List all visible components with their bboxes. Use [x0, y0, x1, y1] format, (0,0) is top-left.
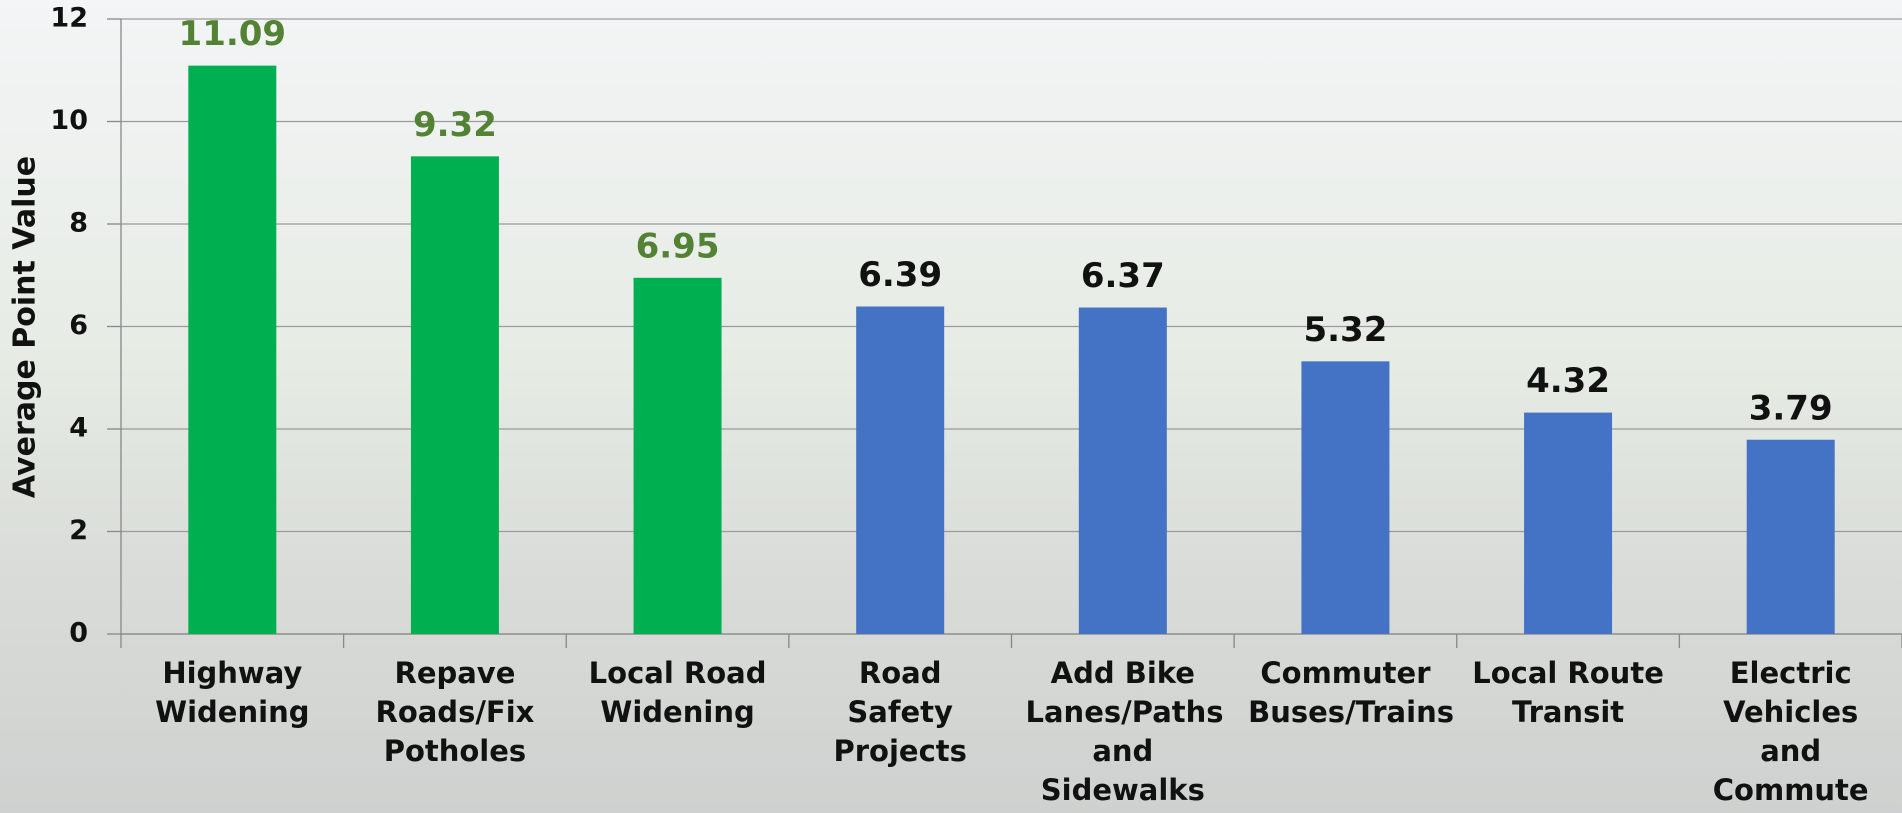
y-tick-label: 2: [69, 515, 88, 546]
x-tick-label: Electric Vehicles and Commute Options: [1712, 656, 1869, 813]
x-tick-label: Local Route Transit: [1472, 656, 1664, 729]
y-tick-label: 0: [69, 618, 88, 649]
y-tick-label: 10: [50, 105, 88, 136]
x-tick-label: Highway Widening: [155, 656, 310, 729]
y-tick-label: 4: [69, 413, 88, 444]
x-tick-label-box: Local Road Widening: [588, 656, 767, 729]
value-label: 6.37: [1081, 256, 1165, 296]
bar: [1078, 307, 1167, 634]
x-tick-label: Road Safety Projects: [833, 656, 967, 768]
bar: [856, 306, 945, 634]
y-tick-label: 8: [69, 208, 88, 239]
x-tick-label-box: Repave Roads/Fix Potholes: [375, 656, 535, 768]
x-tick-label-box: Local Route Transit: [1472, 656, 1664, 729]
x-tick-label: Commuter Buses/Trains: [1248, 656, 1454, 729]
bar: [1301, 361, 1390, 634]
value-label: 6.39: [858, 255, 942, 295]
y-tick-label: 12: [50, 3, 88, 34]
bar: [188, 65, 277, 634]
value-label: 6.95: [636, 226, 720, 266]
x-tick-label-box: Highway Widening: [155, 656, 310, 729]
x-tick-label: Add Bike Lanes/Paths and Sidewalks: [1025, 656, 1224, 807]
value-label: 5.32: [1303, 310, 1387, 350]
bar: [1746, 439, 1835, 634]
bar: [633, 277, 722, 634]
value-label: 11.09: [179, 14, 287, 54]
bar: [1524, 412, 1613, 634]
y-tick-label: 6: [69, 310, 88, 341]
y-axis-label: Average Point Value: [8, 156, 43, 498]
value-label: 9.32: [413, 105, 497, 145]
value-label: 4.32: [1526, 361, 1610, 401]
x-tick-label-box: Road Safety Projects: [833, 656, 967, 768]
bar: [410, 156, 499, 634]
x-tick-label: Local Road Widening: [588, 656, 767, 729]
x-tick-label: Repave Roads/Fix Potholes: [375, 656, 535, 768]
x-tick-label-box: Add Bike Lanes/Paths and Sidewalks: [1025, 656, 1224, 807]
x-tick-label-box: Commuter Buses/Trains: [1248, 656, 1454, 729]
value-label: 3.79: [1749, 388, 1833, 428]
x-tick-label-box: Electric Vehicles and Commute Options: [1712, 656, 1869, 813]
